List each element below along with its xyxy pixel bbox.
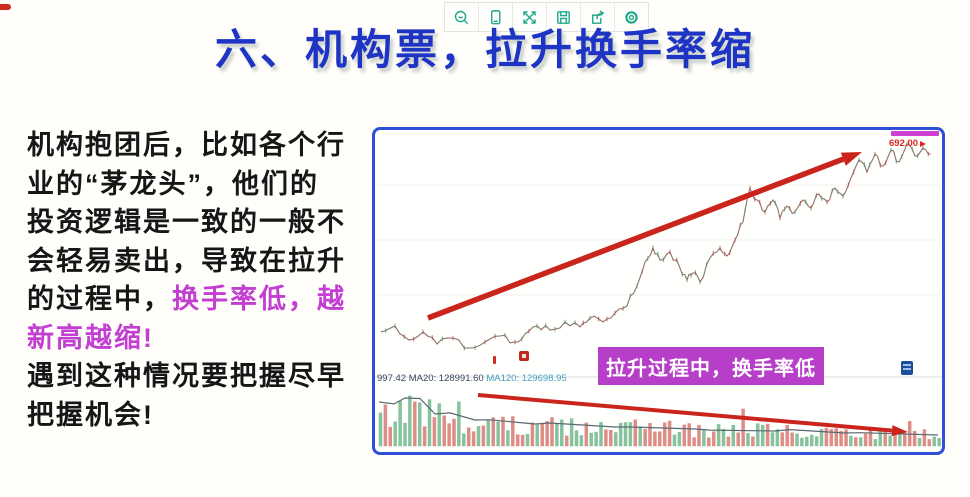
toolbar-zoom-icon[interactable] [445,3,478,31]
plain-text: 把握机会! [27,399,154,430]
share-icon [592,10,604,24]
ma-segment: MA120: 129698.95 [486,373,567,384]
text-line: 新高越缩! [27,319,379,358]
text-line: 会轻易卖出，导致在拉升 [27,242,379,281]
text-line: 投资逻辑是一致的一般不 [27,203,379,242]
corner-mark [0,4,11,10]
text-line: 机构抱团后，比如各个行 [27,126,379,165]
viewer-toolbar [444,2,649,32]
annotation-banner: 拉升过程中，换手率低 [598,347,824,385]
text-line: 业的“茅龙头”，他们的 [27,165,379,204]
buy-marker-icon [519,351,529,361]
price-highlight-bar [891,131,939,136]
price-flag-icon [920,140,927,147]
volume-ma-line [378,397,939,436]
up-trend-arrow [427,152,862,321]
zoom-icon [454,10,468,24]
highlighted-text: 换手率低，越 [172,284,346,314]
toolbar-share-icon[interactable] [580,3,614,31]
page-title: 六、机构票，拉升换手率缩 [214,28,755,74]
price-label: 692.00 [889,138,927,149]
chart-mini-icon [901,361,913,375]
price-line [380,143,931,349]
stock-chart-panel: 692.00 997.42 MA20: 128991.60 MA120: 129… [372,127,945,455]
plain-text: 遇到这种情况要把握尽早 [27,361,346,391]
buy-marker-icon [493,356,496,364]
candle-ticks [385,141,929,351]
toolbar-save-icon[interactable] [546,3,580,31]
fullscreen-icon [523,10,536,24]
plain-text: 业的“茅龙头”，他们的 [27,168,319,199]
toolbar-mobile-icon[interactable] [478,3,512,31]
highlighted-text: 新高越缩! [27,322,154,353]
save-icon [557,10,570,24]
settings-icon [625,10,638,24]
down-trend-arrow [477,393,908,437]
text-line: 遇到这种情况要把握尽早 [27,357,379,396]
plain-text: 会轻易卖出，导致在拉升 [27,245,346,276]
price-value: 692.00 [889,138,919,149]
plain-text: 投资逻辑是一致的一般不 [27,207,346,237]
ma-segment: 997.42 MA20: 128991.60 [377,373,487,384]
mobile-icon [490,9,501,24]
plain-text: 的过程中， [27,284,172,314]
body-text: 机构抱团后，比如各个行 业的“茅龙头”，他们的 投资逻辑是一致的一般不 会轻易卖出，导… [27,126,379,434]
text-line: 的过程中，换手率低，越 [27,280,379,319]
stock-chart-svg [375,141,942,447]
text-line: 把握机会! [27,396,379,435]
plain-text: 机构抱团后，比如各个行 [27,130,346,160]
toolbar-settings-icon[interactable] [614,3,648,31]
toolbar-fullscreen-icon[interactable] [512,3,546,31]
volume-bars [378,395,941,447]
ma-indicator-text: 997.42 MA20: 128991.60 MA120: 129698.95 [377,373,567,384]
